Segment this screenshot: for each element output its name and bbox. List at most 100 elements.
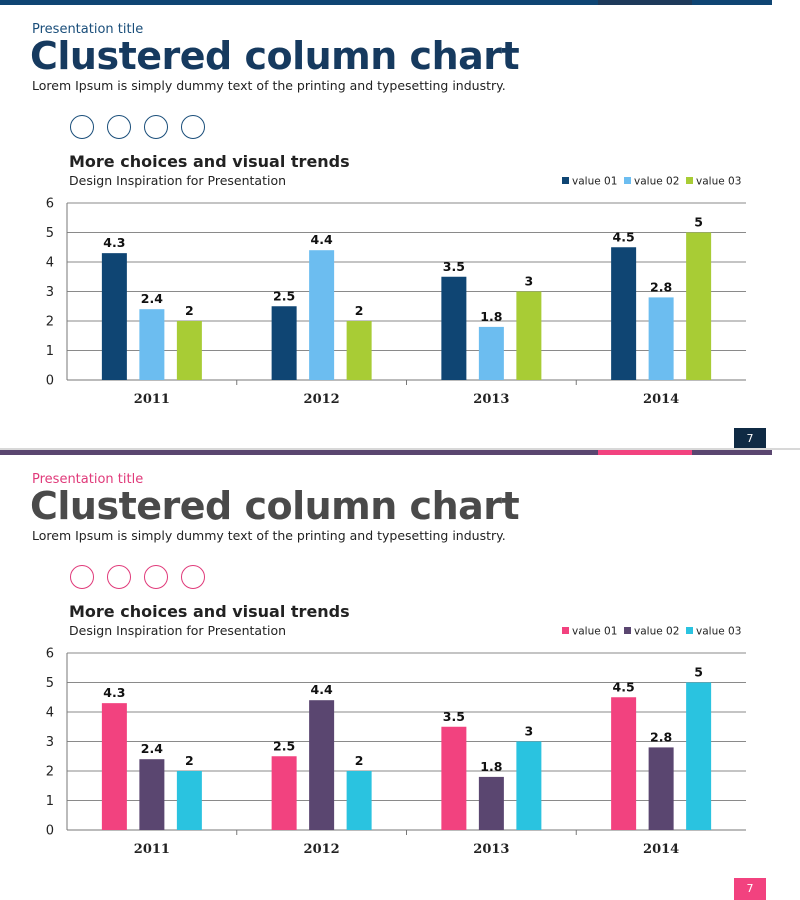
heartbeat-icon — [107, 565, 131, 589]
bar — [309, 250, 335, 380]
data-label: 2.8 — [650, 279, 672, 294]
y-tick-label: 3 — [46, 735, 54, 750]
y-tick-label: 0 — [46, 824, 54, 839]
bar — [139, 309, 165, 380]
page-number: 7 — [734, 878, 766, 900]
data-label: 2.4 — [141, 741, 163, 756]
top-accent-bar-segment — [598, 450, 692, 455]
data-label: 2.4 — [141, 291, 163, 306]
clustered-column-chart: More choices and visual trends Design Ins… — [46, 602, 746, 857]
bar — [176, 321, 202, 380]
y-tick-label: 2 — [46, 315, 54, 330]
chart-subtitle: Design Inspiration for Presentation — [69, 173, 286, 188]
x-tick-label: 2013 — [473, 842, 509, 857]
data-label: 4.4 — [311, 682, 333, 697]
bar — [101, 253, 127, 380]
data-label: 1.8 — [480, 309, 502, 324]
data-label: 2.5 — [273, 738, 295, 753]
slide-1: Presentation title Clustered column char… — [0, 0, 800, 450]
bar — [686, 232, 712, 380]
stethoscope-icon — [144, 565, 168, 589]
top-accent-bar-end — [692, 0, 772, 5]
data-label: 5 — [694, 665, 703, 680]
slide-2: Presentation title Clustered column char… — [0, 450, 800, 900]
legend-swatch — [686, 177, 693, 184]
data-label: 2.5 — [273, 288, 295, 303]
y-tick-label: 6 — [46, 647, 54, 662]
y-tick-label: 0 — [46, 374, 54, 389]
data-label: 4.3 — [103, 235, 125, 250]
legend-swatch — [562, 177, 569, 184]
bar — [441, 726, 467, 830]
bar — [516, 291, 542, 380]
chart-title: More choices and visual trends — [69, 152, 350, 171]
top-accent-bar — [0, 450, 598, 455]
medical-bag-icon — [181, 565, 205, 589]
x-tick-label: 2012 — [304, 392, 340, 407]
bar — [516, 741, 542, 830]
y-tick-label: 1 — [46, 794, 54, 809]
data-label: 2 — [355, 753, 364, 768]
bar — [176, 771, 202, 830]
data-label: 3 — [525, 724, 534, 739]
bar — [648, 747, 674, 830]
bar — [346, 771, 372, 830]
clustered-column-chart: More choices and visual trends Design Ins… — [46, 152, 746, 407]
data-label: 4.5 — [613, 679, 635, 694]
bar — [478, 326, 504, 380]
data-label: 4.5 — [613, 229, 635, 244]
bar — [478, 776, 504, 830]
bar — [101, 703, 127, 830]
x-tick-label: 2014 — [643, 842, 679, 857]
bar — [271, 306, 297, 380]
bar — [441, 276, 467, 380]
data-label: 1.8 — [480, 759, 502, 774]
bar — [611, 247, 637, 380]
legend-label: value 03 — [696, 176, 741, 188]
medical-bag-icon — [181, 115, 205, 139]
top-accent-bar-segment — [598, 0, 692, 5]
bar — [648, 297, 674, 380]
data-label: 4.3 — [103, 685, 125, 700]
legend-swatch — [624, 177, 631, 184]
page-subtitle: Lorem Ipsum is simply dummy text of the … — [32, 528, 506, 543]
bar — [309, 700, 335, 830]
legend-swatch — [686, 627, 693, 634]
y-tick-label: 4 — [46, 256, 54, 271]
x-tick-label: 2011 — [134, 392, 170, 407]
syringe-icon — [70, 565, 94, 589]
legend-label: value 03 — [696, 626, 741, 638]
y-tick-label: 1 — [46, 344, 54, 359]
legend-label: value 01 — [572, 626, 617, 638]
data-label: 5 — [694, 215, 703, 230]
x-tick-label: 2014 — [643, 392, 679, 407]
x-tick-label: 2011 — [134, 842, 170, 857]
stethoscope-icon — [144, 115, 168, 139]
data-label: 3.5 — [443, 259, 465, 274]
x-tick-label: 2013 — [473, 392, 509, 407]
data-label: 2 — [355, 303, 364, 318]
y-tick-label: 4 — [46, 706, 54, 721]
legend-swatch — [562, 627, 569, 634]
data-label: 2.8 — [650, 729, 672, 744]
heartbeat-icon — [107, 115, 131, 139]
y-tick-label: 2 — [46, 765, 54, 780]
chart-subtitle: Design Inspiration for Presentation — [69, 623, 286, 638]
legend-label: value 02 — [634, 176, 679, 188]
legend-label: value 01 — [572, 176, 617, 188]
slide-divider — [0, 448, 800, 450]
y-tick-label: 6 — [46, 197, 54, 212]
bar — [611, 697, 637, 830]
data-label: 3.5 — [443, 709, 465, 724]
top-accent-bar — [0, 0, 598, 5]
bar — [271, 756, 297, 830]
data-label: 3 — [525, 274, 534, 289]
top-accent-bar-end — [692, 450, 772, 455]
bar — [346, 321, 372, 380]
presentation-title: Presentation title — [32, 22, 144, 37]
page-title: Clustered column chart — [30, 34, 520, 78]
presentation-title: Presentation title — [32, 472, 144, 487]
page-number: 7 — [734, 428, 766, 450]
bar — [139, 759, 165, 830]
legend-swatch — [624, 627, 631, 634]
